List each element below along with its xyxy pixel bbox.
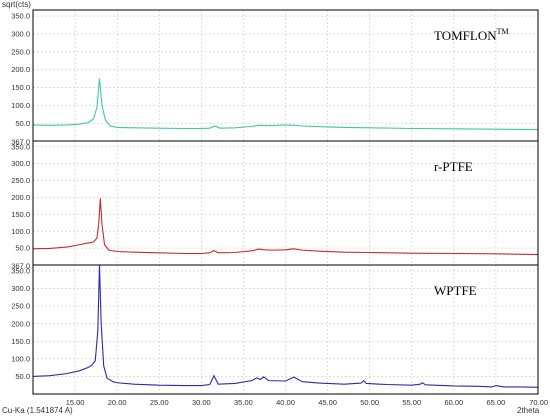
x-tick-label: 50.00 xyxy=(360,398,379,407)
series-line-2 xyxy=(32,198,539,256)
x-tick-label: 25.00 xyxy=(150,398,169,407)
x-tick-label: 30.00 xyxy=(192,398,211,407)
y-tick-label: 100.0 xyxy=(11,354,30,363)
y-tick-label-top: 367.0 xyxy=(11,262,30,271)
y-tick-label: 350.0 xyxy=(11,142,30,151)
y-tick-label: 50.0 xyxy=(15,119,30,128)
y-tick-label: 250.0 xyxy=(11,47,30,56)
panel-labels: TOMFLON TM r-PTFE WPTFE xyxy=(434,27,509,298)
panel-label-2: r-PTFE xyxy=(434,159,473,174)
series-layer xyxy=(32,78,539,388)
panel-frames xyxy=(32,9,539,395)
y-tick-label: 300.0 xyxy=(11,284,30,293)
grid-lines xyxy=(33,10,538,394)
panel-label-1: TOMFLON xyxy=(434,28,497,43)
y-tick-label: 150.0 xyxy=(11,210,30,219)
y-tick-label: 300.0 xyxy=(11,30,30,39)
y-tick-label: 150.0 xyxy=(11,83,30,92)
x-axis-title: 2theta xyxy=(517,406,540,415)
panel-label-3: WPTFE xyxy=(434,283,477,298)
y-tick-labels: 50.0 100.0 150.0 200.0 250.0 300.0 350.0 50.0 10… xyxy=(11,12,30,381)
y-tick-label: 100.0 xyxy=(11,101,30,110)
y-tick-label: 150.0 xyxy=(11,337,30,346)
x-tick-label: 40.00 xyxy=(276,398,295,407)
y-axis-title: sqrt(cts) xyxy=(2,0,31,9)
x-tick-label: 35.00 xyxy=(234,398,253,407)
y-tick-label: 50.0 xyxy=(15,244,30,253)
series-line-1 xyxy=(32,78,539,131)
y-tick-label-top: 367.0 xyxy=(11,138,30,147)
x-tick-label: 45.00 xyxy=(318,398,337,407)
y-tick-label: 100.0 xyxy=(11,227,30,236)
x-tick-label: 15.00 xyxy=(66,398,85,407)
x-tick-label: 65.00 xyxy=(487,398,506,407)
y-tick-label: 300.0 xyxy=(11,159,30,168)
y-tick-label: 350.0 xyxy=(11,12,30,21)
y-tick-label: 250.0 xyxy=(11,176,30,185)
x-axis-source-label: Cu-Ka (1.541874 A) xyxy=(2,406,73,415)
y-tick-label: 200.0 xyxy=(11,193,30,202)
x-tick-label: 60.00 xyxy=(444,398,463,407)
y-tick-label: 200.0 xyxy=(11,319,30,328)
plot-frame xyxy=(32,9,539,395)
y-tick-label: 200.0 xyxy=(11,65,30,74)
series-line-3 xyxy=(32,264,539,388)
panel-label-superscript: TM xyxy=(497,27,509,36)
x-tick-label: 55.00 xyxy=(402,398,421,407)
x-tick-label: 20.00 xyxy=(108,398,127,407)
y-tick-label: 250.0 xyxy=(11,302,30,311)
x-tick-label: 70.00 xyxy=(529,398,548,407)
y-tick-label: 50.0 xyxy=(15,372,30,381)
x-tick-labels: 15.00 20.00 25.00 30.00 35.00 40.00 45.00 50.00… xyxy=(66,398,548,407)
y-tick-label: 350.0 xyxy=(11,267,30,276)
